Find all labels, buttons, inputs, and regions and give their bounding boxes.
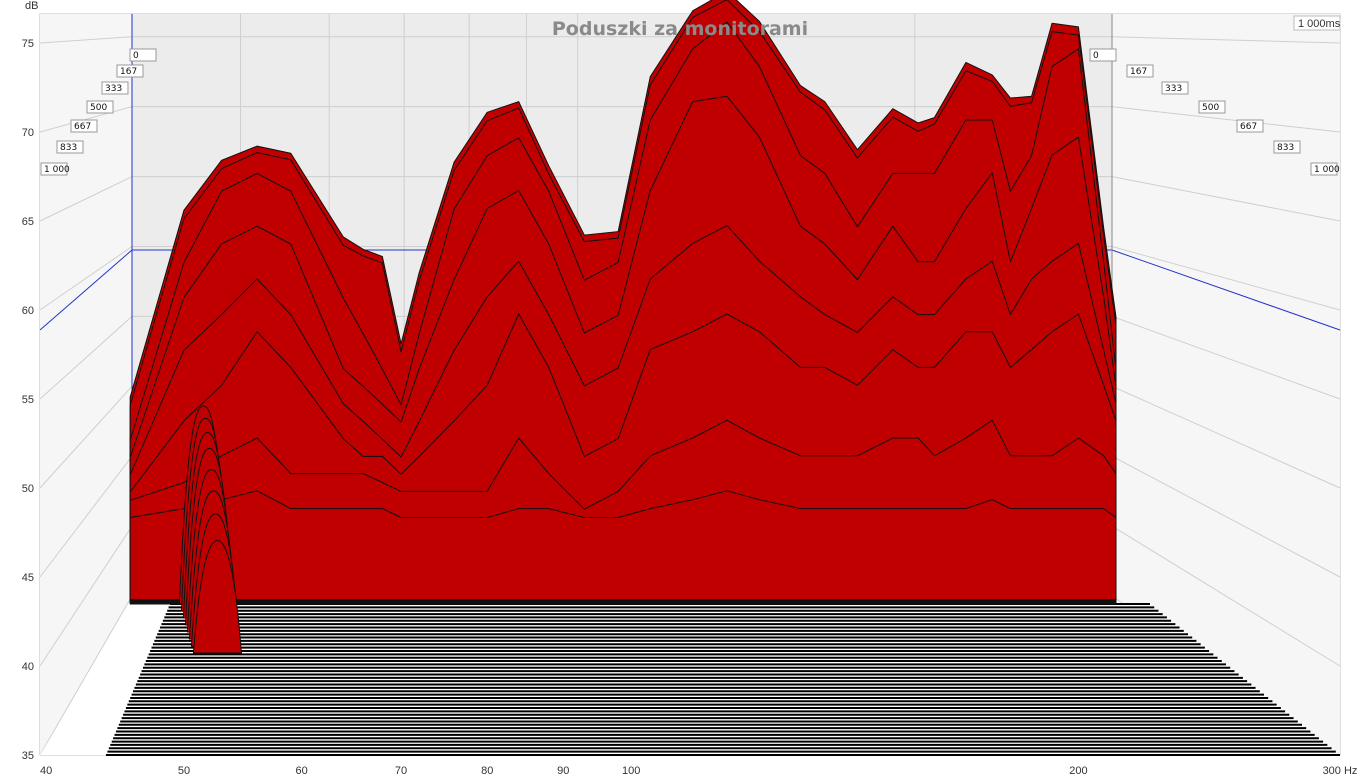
time-label-right: 1 000 — [1310, 162, 1340, 176]
x-tick-label: 100 — [622, 765, 640, 777]
grid-line-left — [39, 385, 133, 489]
time-label-box — [1236, 119, 1264, 133]
time-label-box — [1198, 100, 1226, 114]
time-label-box — [1310, 162, 1338, 176]
x-tick-label: 50 — [178, 765, 190, 777]
time-label-text: 1 000 — [1314, 165, 1340, 175]
time-label-text: 667 — [74, 122, 91, 132]
time-label-text: 167 — [1130, 67, 1147, 77]
time-label-text: 167 — [120, 67, 137, 77]
grid-line-right — [1111, 525, 1341, 667]
y-tick-label: 55 — [22, 394, 34, 406]
time-label-left: 500 — [86, 100, 114, 114]
y-tick-label: 35 — [22, 750, 34, 762]
time-label-box — [129, 48, 157, 62]
labels-layer: 75 70 65 60 55 50 45 40 35 40 50 60 70 80 90 100 200 300 … — [22, 15, 1358, 777]
y-axis-unit: dB — [25, 0, 38, 12]
grid-line-right — [1111, 246, 1341, 311]
time-label-right: 0 — [1089, 48, 1117, 62]
time-label-left: 167 — [116, 64, 144, 78]
time-label-box — [56, 140, 84, 154]
y-tick-label: 75 — [22, 38, 34, 50]
time-label-right: 667 — [1236, 119, 1264, 133]
low-freq-ridge — [192, 539, 242, 654]
time-label-text: 500 — [1202, 103, 1219, 113]
time-label-text: 500 — [90, 103, 107, 113]
y-tick-label: 40 — [22, 661, 34, 673]
time-label-box — [70, 119, 98, 133]
grid-line-right — [1111, 315, 1341, 400]
y-tick-label: 70 — [22, 127, 34, 139]
x-tick-label: 80 — [481, 765, 493, 777]
grid-line-left — [39, 106, 133, 133]
time-label-box — [1089, 48, 1117, 62]
time-label-box — [1273, 140, 1301, 154]
waterfall-slices — [129, 0, 1117, 654]
time-label-left: 0 — [129, 48, 157, 62]
time-label-text: 0 — [133, 51, 139, 61]
grid-line-left — [39, 525, 133, 667]
time-label-right: 333 — [1161, 81, 1189, 95]
y-tick-label: 60 — [22, 305, 34, 317]
time-end-label: 1 000ms — [1293, 15, 1341, 31]
time-label-text: 1 000 — [44, 165, 70, 175]
time-label-box — [116, 64, 144, 78]
time-label-box — [86, 100, 114, 114]
x-tick-label: 200 — [1069, 765, 1087, 777]
time-label-text: 833 — [1277, 143, 1294, 153]
x-tick-label: 60 — [295, 765, 307, 777]
time-label-left: 667 — [70, 119, 98, 133]
grid-line-left — [39, 176, 133, 222]
time-label-box — [40, 162, 68, 176]
time-label-left: 333 — [101, 81, 129, 95]
grid-line-left — [39, 455, 133, 578]
time-label-box — [101, 81, 129, 95]
x-tick-label: 90 — [557, 765, 569, 777]
right-wall — [1112, 14, 1340, 755]
time-end-text: 1 000ms — [1298, 18, 1341, 30]
time-label-right: 167 — [1126, 64, 1154, 78]
y-tick-label: 45 — [22, 572, 34, 584]
x-tick-label: 300 Hz — [1323, 765, 1358, 777]
grid-line-right — [1111, 455, 1341, 578]
time-label-text: 833 — [60, 143, 77, 153]
floor-lines — [40, 603, 1340, 756]
left-wall — [40, 14, 132, 755]
y-tick-label: 50 — [22, 483, 34, 495]
chart-title: Poduszki za monitorami — [552, 18, 808, 40]
time-label-right: 833 — [1273, 140, 1301, 154]
grid-line-left — [39, 595, 133, 756]
grid-line-left — [39, 246, 133, 311]
grid-line-right — [1111, 36, 1341, 44]
time-label-box — [1161, 81, 1189, 95]
time-label-text: 667 — [1240, 122, 1257, 132]
time-label-right: 500 — [1198, 100, 1226, 114]
waterfall-slice-1000ms — [129, 490, 1117, 601]
grid-line-right — [1111, 385, 1341, 489]
time-label-text: 333 — [105, 84, 122, 94]
time-label-text: 0 — [1093, 51, 1099, 61]
y-tick-label: 65 — [22, 216, 34, 228]
time-end-box — [1293, 15, 1341, 31]
grid-line-left — [39, 316, 133, 400]
time-label-left: 1 000 — [40, 162, 70, 176]
grid-line-left — [39, 36, 133, 44]
time-label-text: 333 — [1165, 84, 1182, 94]
time-label-left: 833 — [56, 140, 84, 154]
time-label-box — [1126, 64, 1154, 78]
grid-line-right — [1111, 176, 1341, 222]
x-tick-label: 70 — [395, 765, 407, 777]
x-tick-label: 40 — [40, 765, 52, 777]
grid-line-right — [1111, 106, 1341, 133]
